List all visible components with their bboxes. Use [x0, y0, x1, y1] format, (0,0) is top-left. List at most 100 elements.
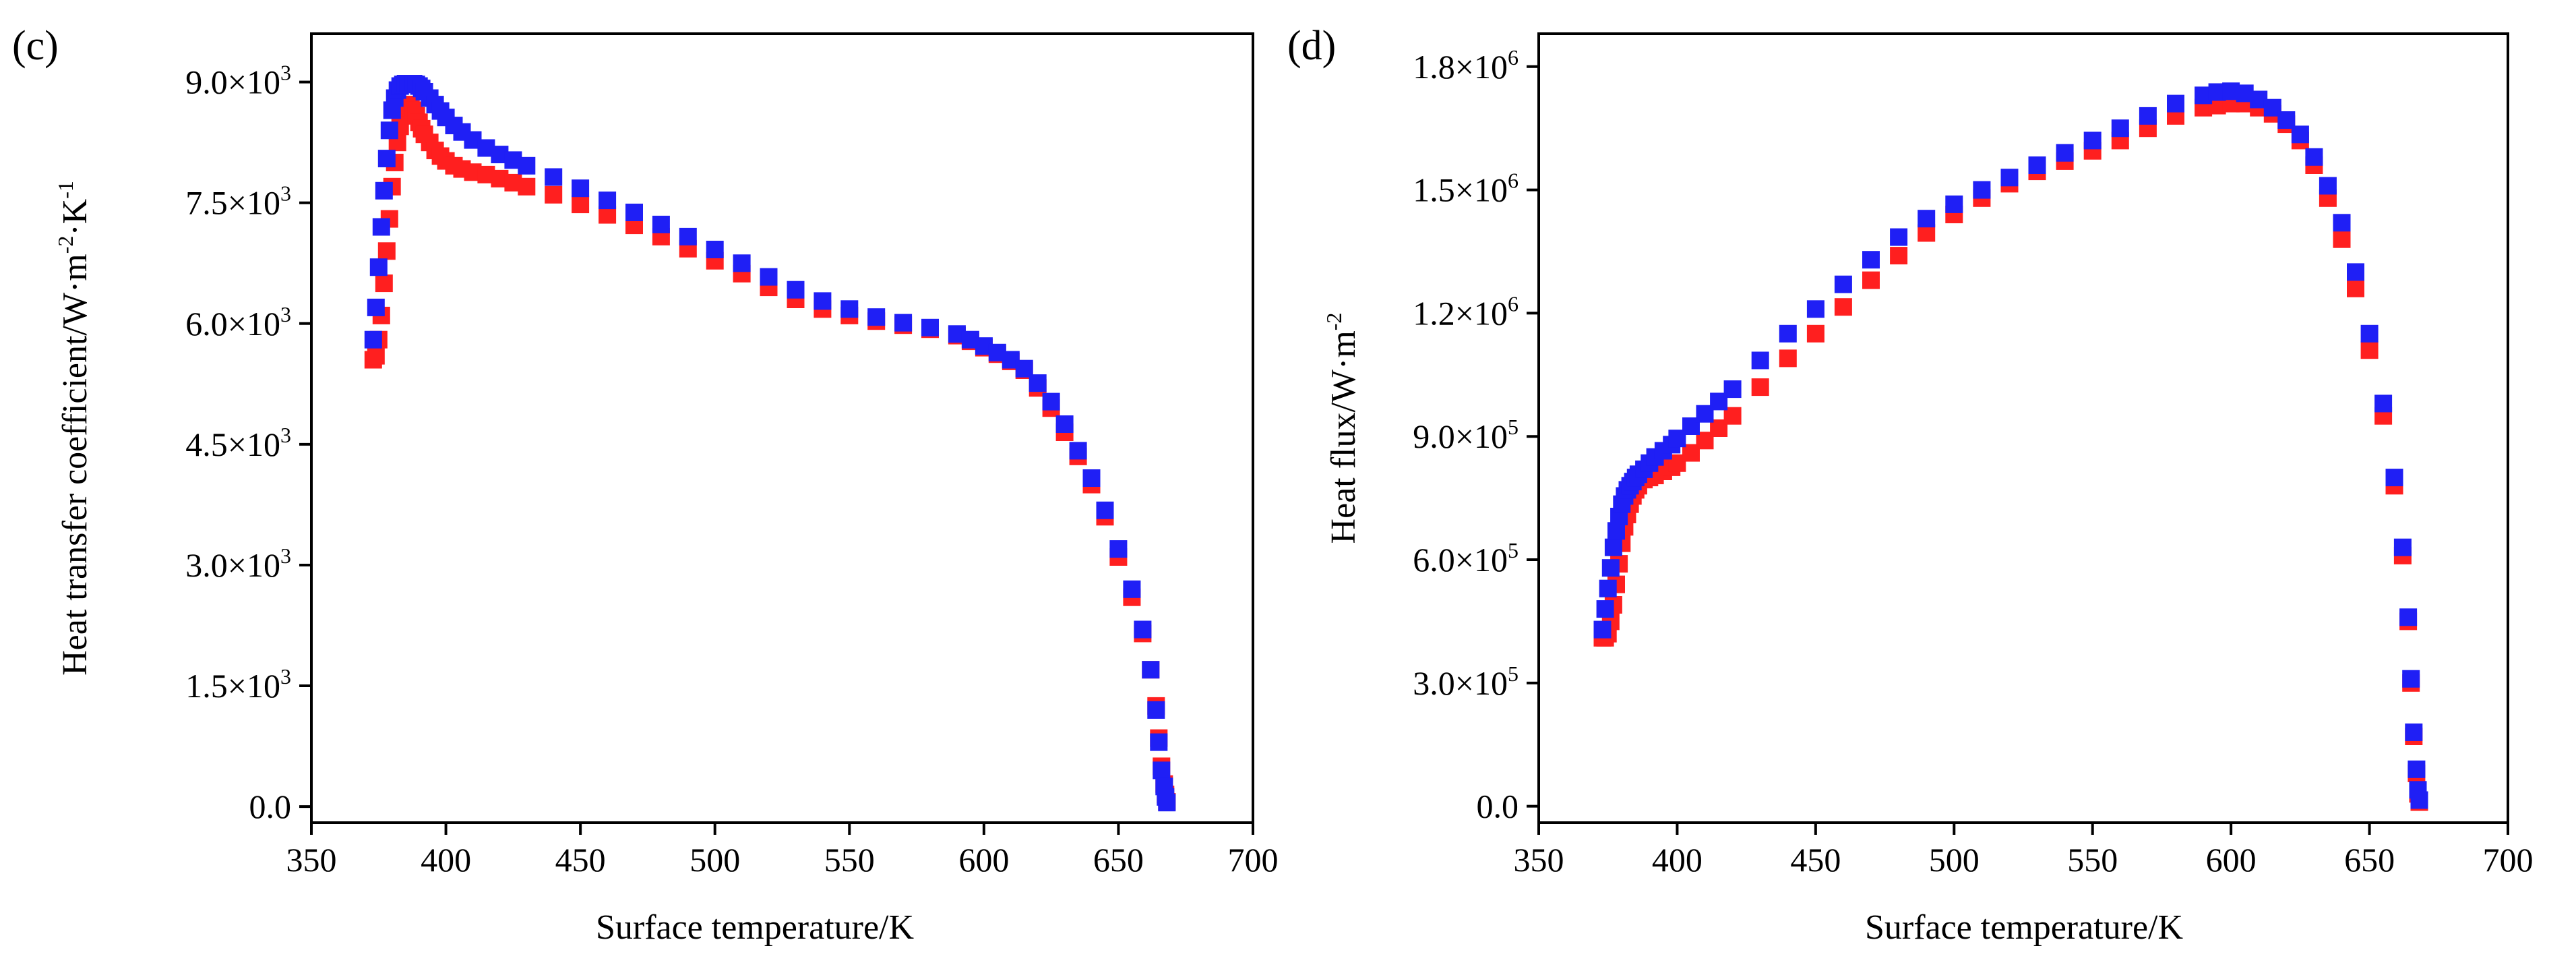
panel-d-blue-point: [2083, 131, 2102, 150]
panel-c-blue-point: [1158, 794, 1176, 812]
panel-c-blue-point: [921, 318, 939, 336]
panel-d-blue-point: [1601, 559, 1620, 577]
panel-d-blue-point: [2319, 177, 2337, 195]
panel-c-y-tick-label: 6.0×103: [185, 302, 291, 343]
panel-c-y-tick-label: 0.0: [249, 788, 292, 825]
panel-d-blue-point: [2399, 608, 2418, 626]
panel-c-blue-point: [1142, 661, 1160, 679]
panel-c-y-tick-label: 4.5×103: [185, 423, 291, 463]
panel-c-blue-point: [867, 308, 886, 326]
panel-d-blue-point: [2408, 760, 2426, 778]
panel-c-blue-point: [1096, 501, 1114, 519]
panel-c-blue-point: [572, 179, 590, 198]
panel-c-x-tick-label: 650: [1093, 841, 1144, 879]
panel-c-y-axis: 0.0 1.5×103 3.0×103 4.5×103 6.0×103 7.5×103 9.…: [185, 61, 311, 825]
panel-d-blue-point: [2000, 169, 2019, 187]
panel-d-red-point: [1890, 247, 1908, 265]
panel-d-x-tick-label: 650: [2344, 841, 2395, 879]
panel-d-blue-point: [1593, 620, 1612, 639]
panel-d-blue-point: [1599, 579, 1617, 597]
panel-c-x-tick-label: 700: [1228, 841, 1279, 879]
panel-d-red-point: [2360, 341, 2379, 359]
panel-c-blue-point: [1153, 761, 1171, 780]
panel-d-plot-frame: [1537, 32, 2509, 824]
panel-d-x-tick-label: 600: [2206, 841, 2257, 879]
panel-d-x-tick-label: 550: [2067, 841, 2118, 879]
panel-c-red-point: [572, 196, 590, 214]
panel-c-blue-point: [1147, 701, 1165, 719]
panel-c-y-tick-label: 1.5×103: [185, 664, 291, 705]
panel-d-red-point: [1806, 324, 1824, 343]
panel-d-blue-point: [2305, 148, 2323, 166]
panel-c-blue-point: [377, 150, 396, 168]
panel-d-series-blue: [1593, 82, 2428, 809]
panel-c-blue-point: [1055, 415, 1074, 433]
panel-c-blue-point: [1150, 733, 1168, 751]
panel-c-red-point: [545, 185, 563, 204]
panel-c-blue-point: [518, 156, 536, 175]
panel-d-y-tick-label: 6.0×105: [1413, 538, 1519, 579]
panel-d-red-point: [2333, 230, 2351, 248]
panel-d-red-point: [1862, 271, 1880, 289]
panel-c-blue-point: [380, 121, 398, 140]
panel-d-blue-point: [2360, 324, 2379, 343]
panel-d-blue-point: [2410, 791, 2428, 809]
panel-d-ylabel-exp1: -2: [1322, 313, 1346, 331]
panel-c: (c) 350 400 450 500 550 600 650 700 0.0 1.5×103 3…: [12, 23, 1279, 947]
panel-d: (d) 350 400 450 500 550 600 650 700 0.0 3.0×105 6…: [1287, 23, 2534, 947]
panel-d-blue-point: [2347, 263, 2364, 281]
panel-c-x-axis-title: Surface temperature/K: [596, 908, 915, 947]
panel-d-red-point: [1779, 349, 1797, 368]
panel-d-x-axis-title: Surface temperature/K: [1865, 908, 2184, 947]
panel-c-blue-point: [1082, 469, 1101, 487]
panel-c-blue-point: [840, 300, 859, 318]
panel-c-red-point: [377, 242, 396, 260]
panel-c-blue-point: [1134, 620, 1152, 639]
panel-c-blue-point: [733, 254, 751, 272]
panel-d-x-tick-label: 400: [1652, 841, 1703, 879]
panel-d-y-tick-label: 1.2×106: [1413, 291, 1519, 332]
panel-c-blue-point: [625, 204, 643, 221]
panel-d-y-tick-label: 3.0×105: [1413, 662, 1519, 702]
panel-c-blue-point: [364, 330, 382, 349]
panel-d-red-point: [1834, 298, 1852, 316]
panel-c-blue-point: [599, 192, 617, 210]
panel-d-y-tick-label: 0.0: [1477, 788, 1519, 825]
panel-c-blue-point: [894, 314, 913, 332]
panel-c-ylabel-exp1: -2: [53, 236, 78, 254]
panel-c-blue-point: [367, 298, 385, 316]
panel-c-blue-point: [375, 181, 393, 200]
panel-d-y-tick-label: 1.8×106: [1413, 45, 1519, 86]
panel-d-y-tick-label: 9.0×105: [1413, 415, 1519, 455]
panel-d-x-tick-label: 700: [2483, 841, 2534, 879]
panel-c-x-axis: 350 400 450 500 550 600 650 700: [286, 823, 1279, 879]
panel-c-series-red: [364, 96, 1176, 811]
panel-c-ylabel-mid: ·K: [56, 198, 94, 235]
panel-d-blue-point: [1723, 380, 1742, 399]
panel-c-x-tick-label: 500: [689, 841, 740, 879]
panel-c-plot-frame: [310, 32, 1254, 824]
panel-d-y-tick-label: 1.5×106: [1413, 169, 1519, 209]
panel-c-blue-point: [1029, 374, 1047, 392]
panel-d-data-points: [1593, 82, 2428, 811]
panel-d-blue-point: [1862, 251, 1880, 269]
panel-d-blue-point: [2385, 469, 2403, 487]
panel-label-c: (c): [12, 23, 59, 69]
panel-c-x-tick-label: 400: [421, 841, 471, 879]
panel-d-blue-point: [2333, 214, 2351, 232]
panel-c-red-point: [518, 177, 536, 196]
panel-c-x-tick-label: 550: [824, 841, 875, 879]
panel-d-blue-point: [2167, 94, 2184, 113]
panel-c-series-blue: [364, 75, 1176, 812]
panel-d-x-axis: 350 400 450 500 550 600 650 700: [1514, 823, 2534, 879]
panel-d-blue-point: [2405, 723, 2423, 741]
panel-c-red-point: [375, 274, 393, 293]
panel-d-x-tick-label: 500: [1929, 841, 1980, 879]
panel-d-y-axis-title: Heat flux/W·m-2: [1322, 313, 1363, 544]
panel-d-blue-point: [1604, 538, 1622, 556]
panel-d-blue-point: [1596, 600, 1614, 618]
panel-d-x-tick-label: 350: [1514, 841, 1564, 879]
panel-d-y-axis: 0.0 3.0×105 6.0×105 9.0×105 1.2×106 1.5×106 1.…: [1413, 45, 1539, 825]
panel-c-blue-point: [1069, 442, 1087, 460]
